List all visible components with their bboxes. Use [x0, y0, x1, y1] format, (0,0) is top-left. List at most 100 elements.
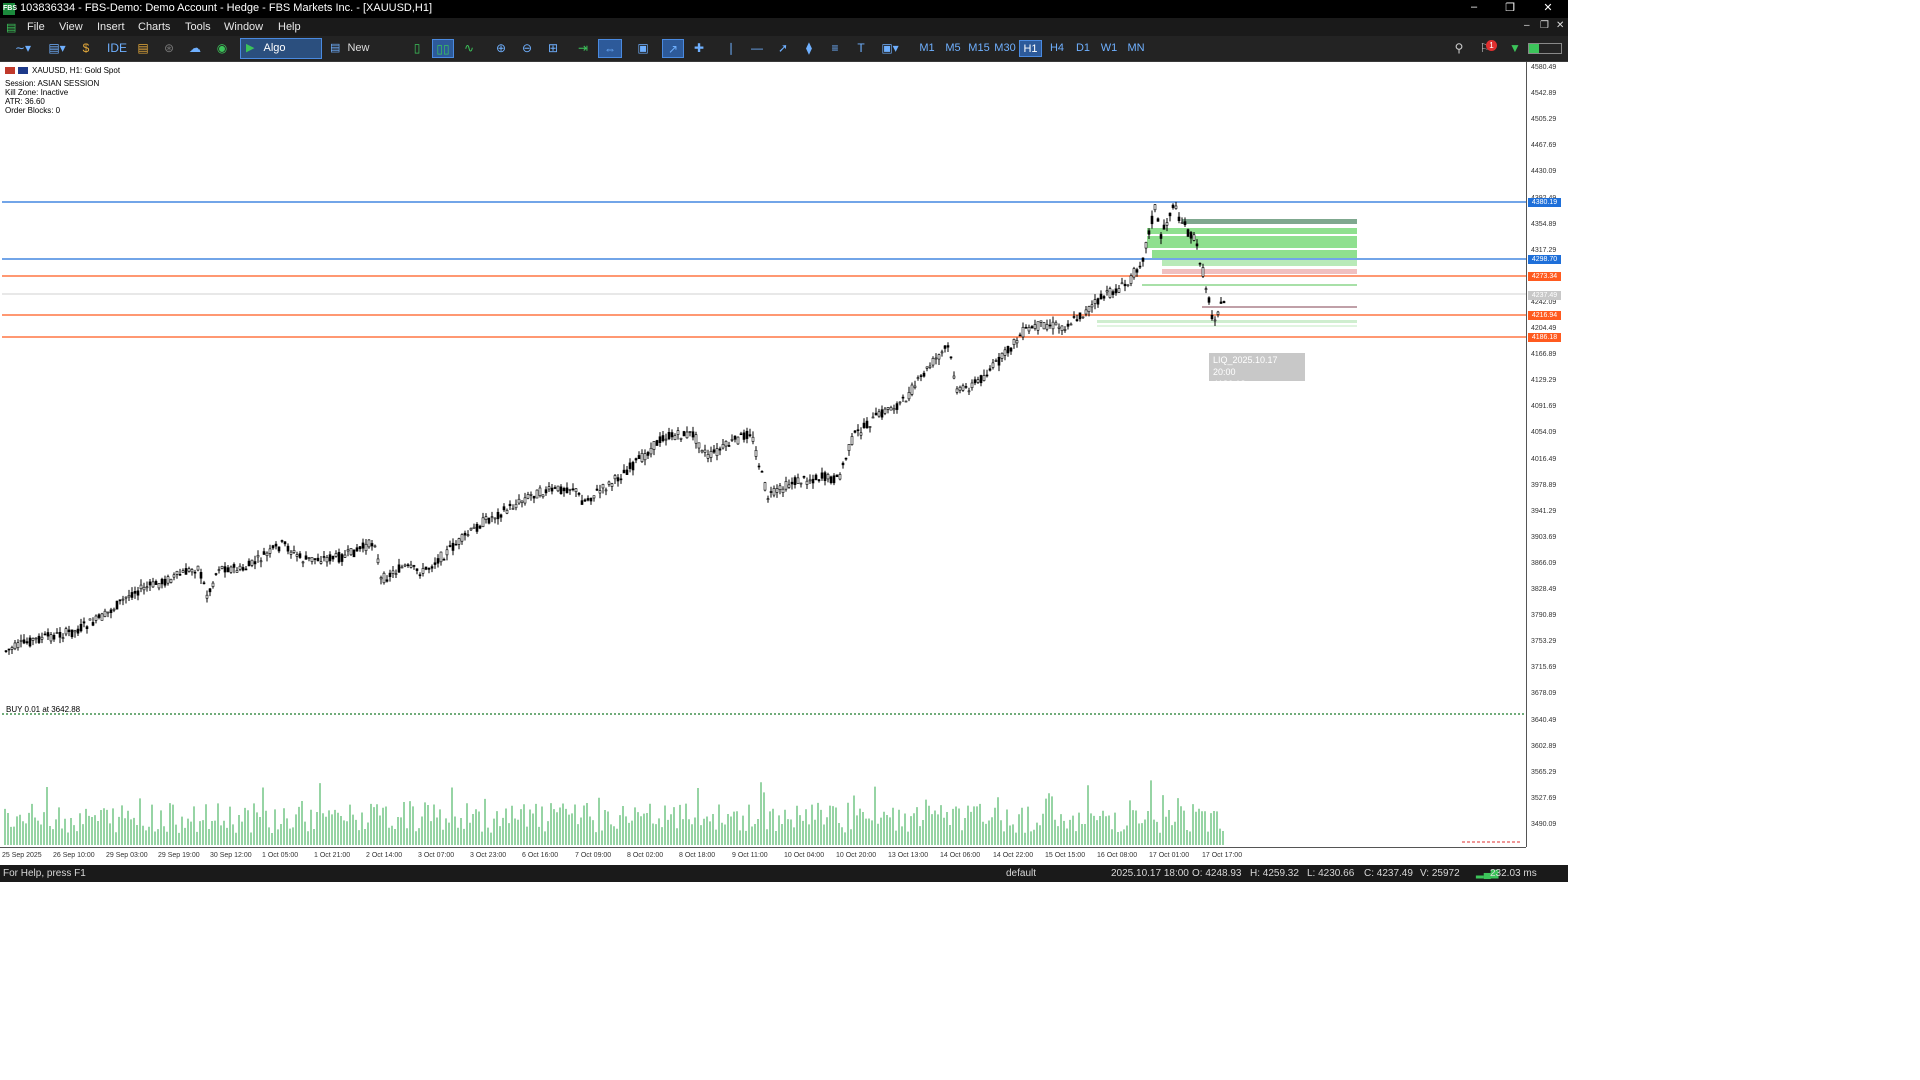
mdi-minimize-icon[interactable]: – — [1524, 20, 1530, 31]
price-axis[interactable]: 4580.494542.894505.294467.694430.094392.… — [1526, 62, 1569, 847]
menu-insert[interactable]: Insert — [97, 21, 125, 33]
price-axis-label: 4166.89 — [1531, 351, 1557, 359]
candle-body — [658, 436, 662, 444]
price-axis-label: 4354.89 — [1531, 220, 1557, 228]
candle-body — [712, 449, 716, 453]
market-watch-icon[interactable]: $ — [82, 41, 90, 55]
candle-body — [523, 497, 527, 504]
candle-body — [805, 480, 809, 485]
candle-body — [145, 586, 149, 589]
candle-body — [349, 548, 353, 556]
candle-body — [94, 615, 98, 621]
mdi-restore-icon[interactable]: ❐ — [1540, 20, 1549, 31]
candle-body — [322, 556, 326, 558]
candle-body — [1210, 314, 1214, 320]
flag-icon — [5, 67, 15, 75]
algo-trading-button[interactable]: ▶ Algo Trading — [240, 38, 322, 73]
time-axis[interactable]: 25 Sep 2025 26 Sep 10:00 29 Sep 03:00 29 Se… — [0, 847, 1526, 866]
candle-body — [436, 558, 440, 564]
candle-body — [34, 637, 38, 640]
candle-body — [1039, 320, 1043, 323]
candle-body — [562, 488, 566, 492]
close-icon[interactable]: ✕ — [1543, 2, 1553, 14]
time-axis-label: 3 Oct 07:00 — [418, 852, 455, 859]
candle-body — [277, 546, 281, 552]
menu-help[interactable]: Help — [278, 21, 301, 33]
menu-tools[interactable]: Tools — [185, 21, 211, 33]
candle-body — [502, 506, 506, 511]
candle-body — [7, 648, 11, 651]
menu-view[interactable]: View — [59, 21, 83, 33]
price-chart[interactable] — [2, 62, 1526, 847]
candle-body — [226, 567, 230, 573]
new-chart-icon[interactable]: ∼▾ — [14, 41, 32, 55]
menu-window[interactable]: Window — [224, 21, 264, 33]
buy-position-label[interactable]: BUY 0.01 at 3642.88 — [6, 705, 81, 714]
ping-value: 232.03 ms — [1490, 868, 1537, 879]
time-axis-label: 10 Oct 20:00 — [836, 852, 877, 859]
vps-icon[interactable]: ☁ — [189, 41, 201, 55]
candle-body — [469, 527, 473, 531]
candle-body — [310, 557, 314, 562]
candle-body — [667, 432, 671, 440]
candle-body — [97, 614, 101, 618]
candle-body — [580, 500, 584, 505]
candle-body — [220, 566, 224, 569]
candle-body — [466, 534, 470, 536]
minimize-icon[interactable]: – — [1470, 1, 1478, 13]
web-icon[interactable]: ◉ — [216, 41, 228, 55]
candle-body — [1153, 204, 1157, 211]
candle-body — [946, 345, 950, 348]
mdi-close-icon[interactable]: ✕ — [1556, 20, 1565, 31]
market-icon[interactable]: ▤ — [137, 41, 149, 55]
time-axis-label: 17 Oct 17:00 — [1202, 852, 1243, 859]
chart-area[interactable] — [2, 62, 1526, 847]
candle-body — [1006, 346, 1010, 354]
candle-body — [919, 375, 923, 377]
candle-body — [1126, 284, 1130, 286]
candle-body — [271, 545, 275, 549]
time-axis-label: 1 Oct 05:00 — [262, 852, 299, 859]
candle-body — [142, 586, 146, 591]
candle-body — [19, 640, 23, 642]
candle-body — [790, 481, 794, 485]
candle-body — [1030, 326, 1034, 329]
ide-button[interactable]: IDE — [106, 41, 127, 55]
maximize-icon[interactable]: ❐ — [1505, 2, 1515, 14]
time-axis-label: 6 Oct 16:00 — [522, 852, 559, 859]
candle-body — [1141, 257, 1145, 262]
candle-body — [1021, 327, 1025, 338]
candle-body — [73, 630, 77, 633]
menu-file[interactable]: File — [27, 21, 45, 33]
candle-body — [709, 450, 713, 458]
candle-body — [481, 517, 485, 528]
candle-body — [136, 590, 140, 596]
candle-body — [1069, 323, 1073, 326]
candle-body — [904, 400, 908, 403]
candle-body — [628, 462, 632, 469]
candle-body — [127, 595, 131, 598]
price-axis-label: 4317.29 — [1531, 246, 1557, 254]
candle-body — [937, 354, 941, 360]
candle-body — [37, 635, 41, 643]
new-order-button[interactable]: ▤ New Order — [326, 42, 370, 75]
menu-charts[interactable]: Charts — [138, 21, 171, 33]
candle-body — [892, 408, 896, 411]
chart-window-icon[interactable]: ▤ — [6, 22, 17, 34]
candle-body — [1135, 269, 1139, 273]
candle-body — [979, 375, 983, 384]
price-axis-label: 4505.29 — [1531, 116, 1557, 124]
candle-body — [115, 600, 119, 610]
indicator-atr: ATR: 36.60 — [5, 97, 45, 106]
candle-body — [550, 487, 554, 492]
candle-body — [175, 570, 179, 575]
candle-body — [967, 390, 971, 393]
candle-body — [1132, 268, 1136, 278]
signals-icon[interactable]: ⊛ — [163, 41, 175, 55]
candle-body — [601, 484, 605, 489]
candle-body — [169, 578, 173, 583]
time-axis-label: 14 Oct 22:00 — [993, 852, 1034, 859]
candle-body — [988, 368, 992, 371]
candle-body — [400, 566, 404, 569]
profiles-icon[interactable]: ▤▾ — [48, 41, 66, 55]
